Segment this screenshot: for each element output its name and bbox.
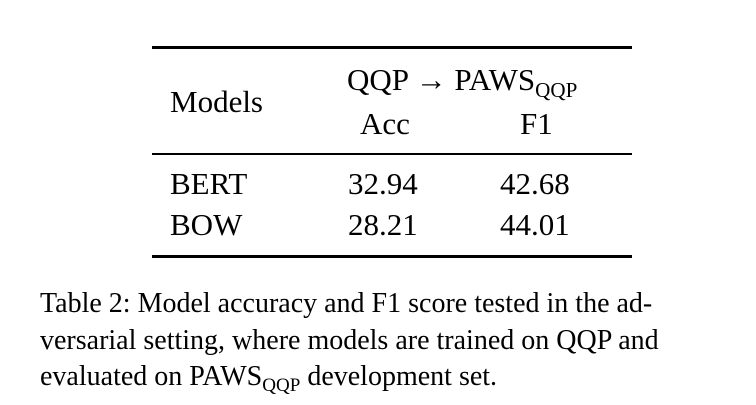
- caption-line-2: versarial setting, where models are trai…: [40, 325, 659, 356]
- row-model-name: BOW: [170, 207, 243, 242]
- row-acc-value: 32.94: [348, 166, 418, 201]
- group-header: QQP → PAWSQQP: [347, 62, 577, 100]
- group-header-subscript: QQP: [535, 77, 578, 102]
- caption-line-3: evaluated on PAWSQQP development set.: [40, 361, 498, 396]
- caption-line-3-subscript: QQP: [262, 375, 301, 397]
- models-header: Models: [170, 84, 263, 119]
- table-bottom-rule: [152, 255, 632, 258]
- row-acc-value: 28.21: [348, 207, 418, 242]
- row-f1-value: 44.01: [500, 207, 570, 242]
- caption-line-1: Table 2: Model accuracy and F1 score tes…: [40, 288, 653, 319]
- table-mid-rule: [152, 153, 632, 155]
- acc-column-header: Acc: [360, 106, 410, 141]
- table-top-rule: [152, 46, 632, 49]
- row-f1-value: 42.68: [500, 166, 570, 201]
- caption-line-3-prefix: evaluated on PAWS: [40, 361, 263, 392]
- caption-line-3-suffix: development set.: [300, 361, 498, 392]
- row-model-name: BERT: [170, 166, 248, 201]
- f1-column-header: F1: [520, 106, 553, 141]
- group-header-main: QQP → PAWS: [347, 62, 536, 97]
